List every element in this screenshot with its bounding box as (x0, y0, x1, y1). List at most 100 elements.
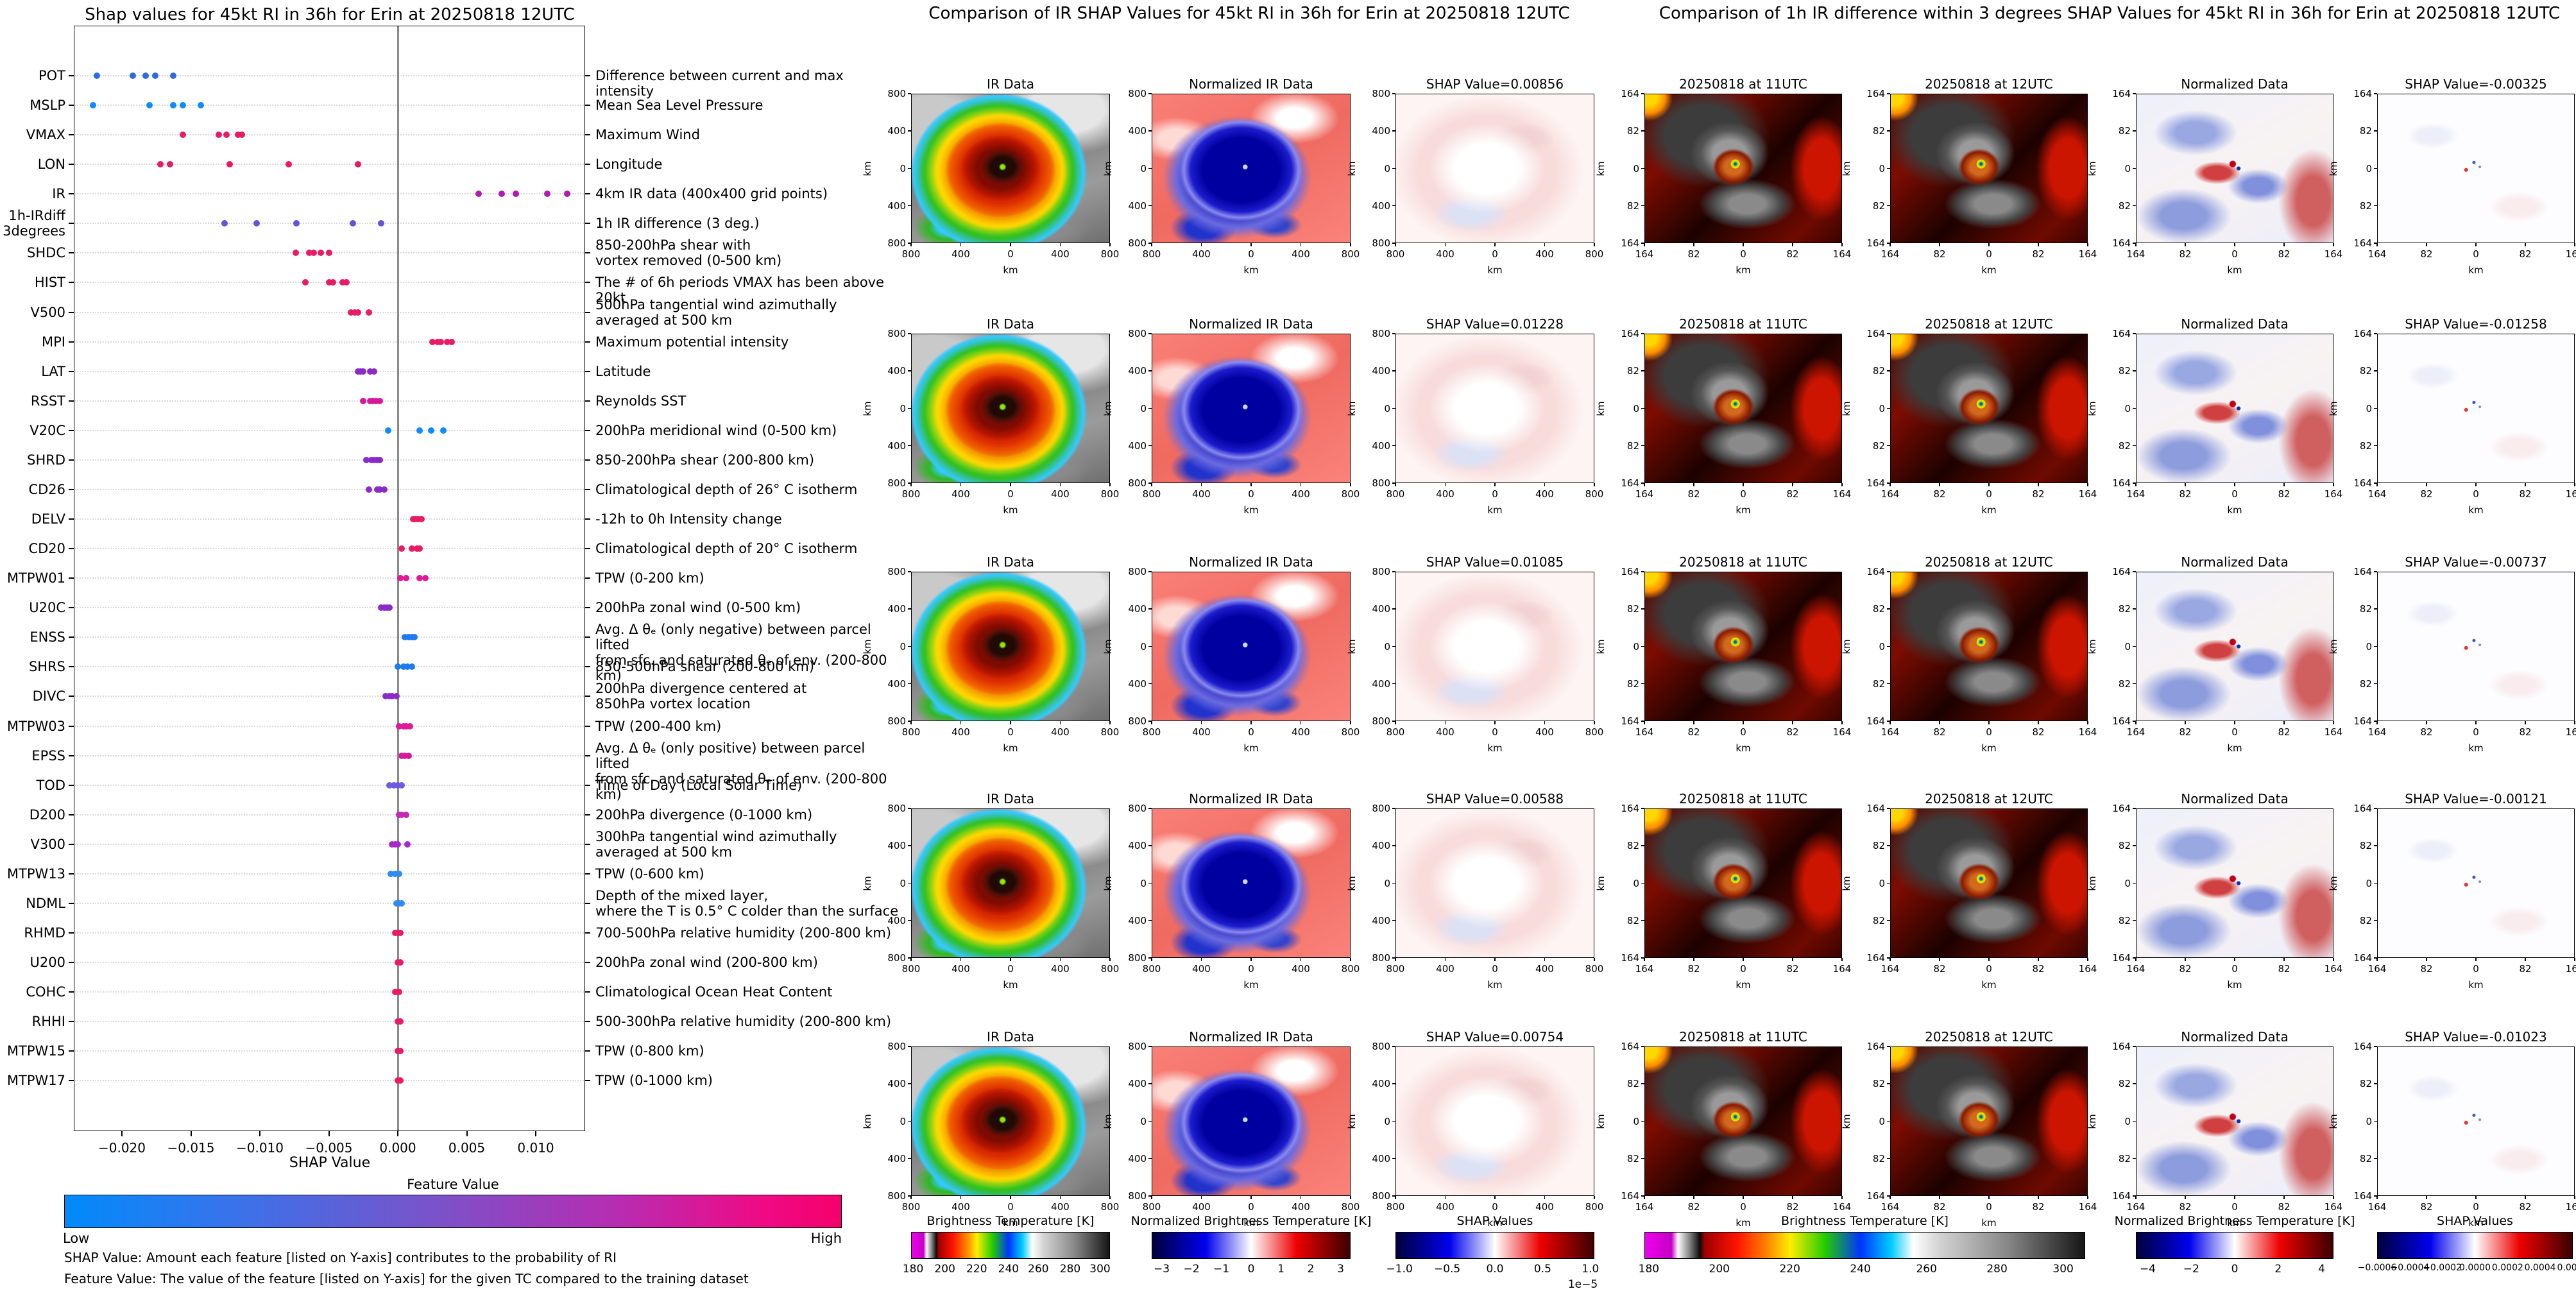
storm-image (1644, 94, 1842, 243)
colorbar (1395, 1232, 1594, 1259)
x-tick (960, 243, 962, 246)
feature-label: POT (38, 68, 65, 83)
y-axis-tick (69, 843, 74, 845)
y-tick (1887, 1195, 1890, 1197)
x-tick (1444, 243, 1446, 246)
x-tick (1010, 243, 1011, 246)
row-gridline (75, 400, 584, 402)
x-tick (1939, 958, 1940, 961)
desc-axis-tick (585, 607, 590, 609)
y-axis-tick (69, 577, 74, 579)
y-tick (1392, 683, 1395, 685)
y-tick (1148, 205, 1152, 207)
y-tick-label: 0 (2124, 402, 2131, 414)
shap-dot (397, 1018, 404, 1025)
x-tick (2234, 1196, 2235, 1199)
storm-image (1152, 572, 1351, 721)
colorbar-tick-label: −1 (1213, 1263, 1230, 1276)
shap-dot (339, 279, 346, 286)
x-tick-label: 82 (2278, 1201, 2290, 1213)
subplot-title: IR Data (987, 316, 1034, 332)
x-tick-label: 400 (951, 248, 970, 260)
feature-label: MTPW15 (6, 1043, 65, 1059)
y-tick (1148, 957, 1152, 959)
y-tick (1148, 845, 1152, 846)
x-tick (1644, 721, 1645, 724)
x-tick (1544, 243, 1546, 246)
y-tick-label: 164 (2112, 715, 2131, 727)
y-tick (2374, 167, 2377, 169)
y-tick (1392, 130, 1395, 132)
y-tick (1887, 721, 1890, 722)
x-axis-tick-label: −0.020 (98, 1140, 146, 1156)
y-tick (2133, 1120, 2136, 1122)
y-tick (1641, 1083, 1644, 1084)
x-tick-label: 0 (1248, 248, 1254, 260)
x-tick-label: 800 (1100, 488, 1120, 500)
desc-axis-tick (585, 548, 590, 550)
y-tick (1392, 571, 1395, 572)
feature-description: Climatological depth of 26° C isotherm (595, 481, 858, 497)
y-tick (1887, 957, 1890, 959)
x-tick-label: 164 (2565, 963, 2576, 975)
colorbar-low-label: Low (63, 1231, 90, 1246)
x-tick-label: 400 (1051, 963, 1070, 975)
x-tick-label: 800 (1585, 248, 1604, 260)
x-tick-label: 800 (901, 963, 921, 975)
y-tick-label: 164 (2112, 328, 2131, 339)
y-tick-label: 164 (2353, 566, 2372, 577)
y-tick-label: 800 (887, 715, 906, 727)
y-tick (1887, 683, 1890, 685)
x-tick (1988, 243, 1990, 246)
x-tick-label: 800 (1341, 963, 1360, 975)
y-tick-label: 164 (1866, 803, 1885, 814)
y-tick (1887, 370, 1890, 371)
x-tick-label: 800 (1142, 963, 1161, 975)
x-tick-label: 0 (1740, 488, 1746, 500)
y-tick (2133, 243, 2136, 244)
row-gridline (75, 105, 584, 107)
x-axis-unit: km (1487, 1217, 1503, 1229)
y-tick-label: 800 (1372, 1190, 1390, 1202)
shap-dot (405, 752, 413, 759)
y-tick-label: 400 (1128, 678, 1147, 690)
y-tick (1148, 608, 1152, 610)
y-tick (1641, 130, 1644, 132)
storm-image (1395, 808, 1594, 958)
x-tick (1109, 483, 1111, 486)
y-tick-label: 164 (1866, 715, 1885, 727)
shap-dot (416, 575, 423, 582)
y-tick-label: 82 (2359, 1078, 2372, 1090)
row-gridline (75, 577, 584, 579)
x-tick (2525, 958, 2526, 961)
storm-image (1152, 1046, 1351, 1196)
x-tick (1792, 958, 1793, 961)
y-tick-label: 164 (2353, 328, 2372, 339)
subplot-title: Normalized IR Data (1189, 791, 1313, 807)
x-tick-label: 400 (1192, 248, 1211, 260)
x-tick-label: 82 (1687, 1201, 1700, 1213)
x-tick (2087, 483, 2088, 486)
subplot-title: 20250818 at 11UTC (1679, 554, 1807, 570)
x-tick-label: 82 (2179, 248, 2192, 260)
y-tick (908, 919, 911, 921)
colorbar-title: Normalized Brightness Temperature [K] (1130, 1214, 1372, 1228)
y-tick-label: 164 (1866, 88, 1885, 99)
x-tick-label: 0 (2473, 963, 2479, 975)
y-tick (1887, 205, 1890, 207)
feature-label: COHC (26, 984, 65, 1000)
x-tick (2376, 1196, 2378, 1199)
desc-axis-tick (585, 636, 590, 638)
x-tick-label: 164 (2324, 726, 2343, 738)
x-axis-unit: km (1981, 504, 1997, 516)
colorbar-tick-label: 300 (2052, 1263, 2074, 1276)
y-tick (2374, 1195, 2377, 1197)
y-tick (908, 1195, 911, 1197)
x-tick (1151, 1196, 1152, 1199)
x-tick (1444, 958, 1446, 961)
subplot-title: IR Data (987, 1029, 1034, 1045)
y-tick (2374, 571, 2377, 572)
y-tick (2133, 93, 2136, 94)
y-tick (1641, 370, 1644, 371)
